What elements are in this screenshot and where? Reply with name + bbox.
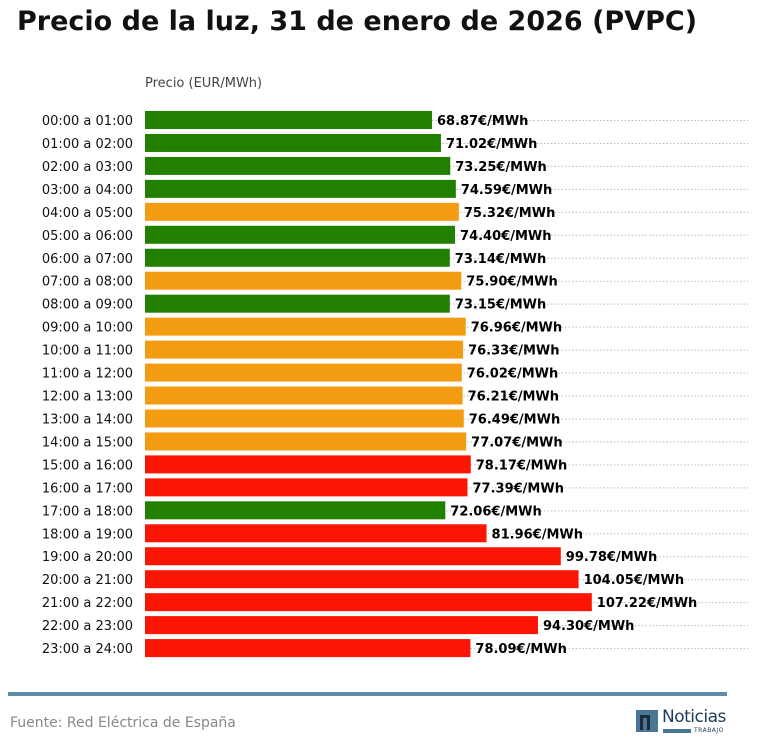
- category-label: 00:00 a 01:00: [42, 114, 133, 129]
- value-label: 73.15€/MWh: [455, 298, 546, 313]
- value-label: 78.09€/MWh: [475, 642, 566, 657]
- bar: [145, 409, 464, 428]
- value-label: 72.06€/MWh: [450, 504, 541, 519]
- category-label: 05:00 a 06:00: [42, 229, 133, 244]
- value-label: 99.78€/MWh: [566, 550, 657, 565]
- category-label: 19:00 a 20:00: [42, 550, 133, 565]
- value-label: 77.07€/MWh: [471, 435, 562, 450]
- category-label: 06:00 a 07:00: [42, 252, 133, 267]
- value-label: 81.96€/MWh: [492, 527, 583, 542]
- category-label: 16:00 a 17:00: [42, 481, 133, 496]
- category-label: 07:00 a 08:00: [42, 275, 133, 290]
- bar: [145, 478, 468, 497]
- value-label: 76.21€/MWh: [468, 390, 559, 405]
- category-label: 10:00 a 11:00: [42, 344, 133, 359]
- bar: [145, 524, 487, 543]
- bar-chart: Precio (EUR/MWh) 00:00 a 01:00 68.87€/MWh…: [42, 76, 748, 658]
- category-label: 18:00 a 19:00: [42, 527, 133, 542]
- bar: [145, 639, 471, 658]
- category-label: 11:00 a 12:00: [42, 367, 133, 382]
- value-label: 71.02€/MWh: [446, 137, 537, 152]
- chart-title: Precio de la luz, 31 de enero de 2026 (P…: [17, 6, 698, 37]
- value-label: 76.49€/MWh: [469, 412, 560, 427]
- value-label: 68.87€/MWh: [437, 114, 528, 129]
- value-label: 76.02€/MWh: [467, 367, 558, 382]
- bar: [145, 156, 451, 175]
- category-label: 14:00 a 15:00: [42, 435, 133, 450]
- bar: [145, 248, 450, 267]
- source-note: Fuente: Red Eléctrica de España: [10, 715, 236, 731]
- bar: [145, 501, 446, 520]
- category-label: 03:00 a 04:00: [42, 183, 133, 198]
- bar: [145, 317, 466, 336]
- category-label: 04:00 a 05:00: [42, 206, 133, 221]
- category-label: 20:00 a 21:00: [42, 573, 133, 588]
- category-label: 12:00 a 13:00: [42, 390, 133, 405]
- bar: [145, 386, 463, 405]
- bar: [145, 179, 456, 198]
- bar: [145, 616, 538, 635]
- category-label: 17:00 a 18:00: [42, 504, 133, 519]
- value-label: 94.30€/MWh: [543, 619, 634, 634]
- category-label: 08:00 a 09:00: [42, 298, 133, 313]
- value-label: 73.14€/MWh: [455, 252, 546, 267]
- noticias-trabajo-logo: Noticias TRABAJO: [636, 707, 731, 735]
- value-label: 74.40€/MWh: [460, 229, 551, 244]
- value-label: 77.39€/MWh: [473, 481, 564, 496]
- category-label: 01:00 a 02:00: [42, 137, 133, 152]
- category-label: 22:00 a 23:00: [42, 619, 133, 634]
- value-label: 76.33€/MWh: [468, 344, 559, 359]
- value-label: 104.05€/MWh: [584, 573, 685, 588]
- category-label: 02:00 a 03:00: [42, 160, 133, 175]
- bar: [145, 202, 459, 221]
- logo-wordmark: Noticias: [662, 707, 726, 727]
- footer-rule: [8, 692, 727, 696]
- category-label: 15:00 a 16:00: [42, 458, 133, 473]
- logo-icon: [636, 710, 658, 732]
- value-label: 73.25€/MWh: [455, 160, 546, 175]
- bar: [145, 593, 592, 612]
- value-label: 75.32€/MWh: [464, 206, 555, 221]
- category-label: 09:00 a 10:00: [42, 321, 133, 336]
- logo-subtext: TRABAJO: [694, 727, 724, 734]
- value-label: 75.90€/MWh: [466, 275, 557, 290]
- x-axis-label: Precio (EUR/MWh): [145, 76, 262, 91]
- bar: [145, 133, 441, 152]
- category-label: 21:00 a 22:00: [42, 596, 133, 611]
- bar: [145, 547, 561, 566]
- value-label: 76.96€/MWh: [471, 321, 562, 336]
- bar: [145, 455, 471, 474]
- bar: [145, 340, 464, 359]
- bar: [145, 570, 579, 589]
- bar: [145, 294, 450, 313]
- bar: [145, 225, 456, 244]
- category-label: 23:00 a 24:00: [42, 642, 133, 657]
- bar: [145, 432, 467, 451]
- bar: [145, 363, 462, 382]
- bar: [145, 111, 432, 129]
- category-label: 13:00 a 14:00: [42, 412, 133, 427]
- value-label: 74.59€/MWh: [461, 183, 552, 198]
- value-label: 107.22€/MWh: [597, 596, 698, 611]
- bar: [145, 271, 462, 290]
- value-label: 78.17€/MWh: [476, 458, 567, 473]
